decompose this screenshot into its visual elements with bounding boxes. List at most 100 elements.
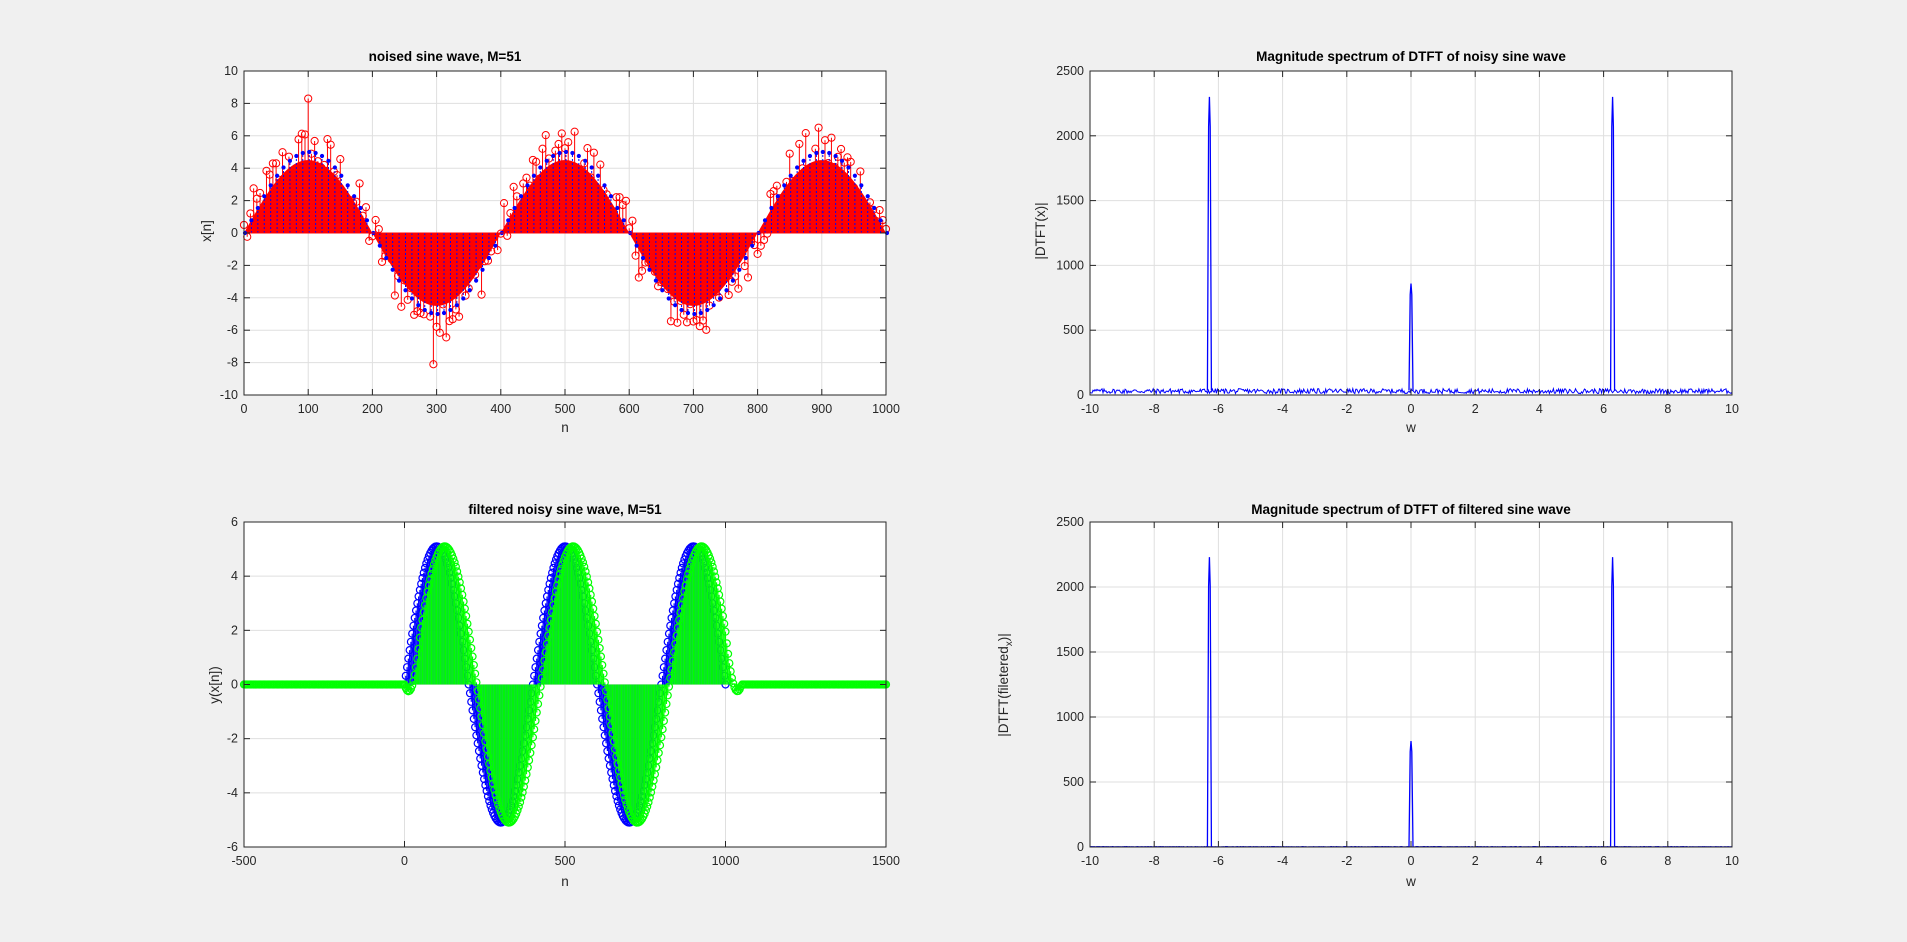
stem-marker bbox=[509, 182, 518, 192]
x-tick-label: 0 bbox=[401, 854, 408, 868]
stem-marker bbox=[262, 194, 267, 199]
stem-marker bbox=[429, 360, 438, 369]
stem-marker bbox=[249, 218, 254, 223]
stem-marker bbox=[595, 643, 604, 653]
stem-marker bbox=[702, 325, 711, 334]
stem-marker bbox=[720, 619, 729, 628]
x-tick-label: 0 bbox=[1408, 402, 1415, 416]
y-tick-label: 1000 bbox=[1056, 258, 1084, 272]
stem-marker bbox=[775, 194, 780, 199]
stem-marker bbox=[833, 153, 838, 159]
stem-marker bbox=[493, 246, 502, 255]
stem-marker bbox=[297, 129, 306, 138]
y-tick-label: 2 bbox=[231, 623, 238, 637]
x-tick-label: 300 bbox=[426, 402, 447, 416]
x-tick-label: 2 bbox=[1472, 402, 1479, 416]
stem-marker bbox=[662, 699, 671, 709]
stem-marker bbox=[435, 328, 444, 337]
x-axis-label: n bbox=[561, 420, 569, 435]
stem-marker bbox=[801, 129, 810, 138]
axes-title: Magnitude spectrum of DTFT of filtered s… bbox=[1251, 502, 1571, 517]
stem-marker bbox=[865, 194, 870, 199]
stem-marker bbox=[409, 296, 415, 301]
y-axis-label: |DTFT(fileteredx)| bbox=[996, 633, 1015, 737]
stem-marker bbox=[429, 310, 434, 316]
stem-marker bbox=[785, 149, 794, 158]
x-tick-label: 4 bbox=[1536, 854, 1543, 868]
stem-marker bbox=[589, 604, 598, 613]
stem-marker bbox=[268, 183, 273, 188]
x-tick-label: 1000 bbox=[712, 854, 740, 868]
stem-marker bbox=[503, 231, 512, 240]
stem-marker bbox=[544, 154, 554, 163]
stem-marker bbox=[621, 218, 626, 223]
y-tick-label: 2500 bbox=[1056, 64, 1084, 78]
x-tick-label: -10 bbox=[1081, 402, 1099, 416]
stem-marker bbox=[737, 267, 742, 272]
stem-marker bbox=[734, 284, 743, 293]
stem-marker bbox=[795, 139, 804, 149]
stem-marker bbox=[455, 578, 464, 587]
stem-marker bbox=[724, 288, 729, 293]
stem-marker bbox=[480, 257, 489, 266]
stem-marker bbox=[531, 716, 540, 726]
y-tick-label: 500 bbox=[1063, 775, 1084, 789]
stem-marker bbox=[657, 733, 666, 742]
stem-marker bbox=[275, 173, 280, 178]
stem-marker bbox=[655, 741, 665, 750]
stem-marker bbox=[397, 302, 406, 311]
stem-marker bbox=[326, 140, 335, 149]
axes-noised-sine[interactable]: noised sine wave, M=51 n x[n] 0 100 200 300… bbox=[199, 49, 900, 435]
y-tick-label: 6 bbox=[231, 515, 238, 529]
axes-dtft-noisy[interactable]: Magnitude spectrum of DTFT of noisy sine… bbox=[1033, 49, 1739, 435]
stem-marker bbox=[307, 149, 312, 155]
y-tick-label: -6 bbox=[227, 323, 238, 337]
x-tick-label: 100 bbox=[298, 402, 319, 416]
stem-marker bbox=[461, 291, 470, 300]
stem-marker bbox=[820, 149, 825, 155]
stem-marker bbox=[795, 165, 800, 170]
stem-marker bbox=[371, 215, 380, 225]
stem-marker bbox=[339, 173, 344, 178]
stem-marker bbox=[467, 288, 472, 293]
stem-marker bbox=[734, 686, 743, 696]
stem-marker bbox=[596, 652, 606, 661]
stem-marker bbox=[722, 639, 731, 648]
axes-title: Magnitude spectrum of DTFT of noisy sine… bbox=[1256, 49, 1566, 64]
stem-marker bbox=[705, 554, 715, 563]
stem-marker bbox=[272, 159, 281, 168]
stem-marker bbox=[801, 158, 806, 163]
stem-marker bbox=[641, 806, 650, 815]
stem-marker bbox=[508, 816, 517, 825]
stem-marker bbox=[530, 725, 539, 734]
y-tick-label: 2500 bbox=[1056, 515, 1084, 529]
stem-marker bbox=[872, 205, 877, 211]
stem-marker bbox=[661, 708, 670, 717]
y-axis-label: |DTFT(x)| bbox=[1033, 202, 1048, 259]
axes-dtft-filtered[interactable]: Magnitude spectrum of DTFT of filtered s… bbox=[996, 502, 1739, 889]
stem-marker bbox=[788, 176, 798, 186]
y-tick-label: 0 bbox=[1077, 840, 1084, 854]
stem-marker bbox=[300, 150, 305, 156]
stem-marker bbox=[711, 303, 716, 308]
stem-marker bbox=[685, 310, 691, 316]
y-label-end: )| bbox=[996, 633, 1011, 641]
stem-marker bbox=[621, 196, 631, 205]
stem-marker bbox=[355, 179, 364, 188]
axes-filtered-sine[interactable]: filtered noisy sine wave, M=51 n y(x[n])… bbox=[207, 502, 900, 889]
stem-marker bbox=[304, 94, 313, 103]
y-tick-label: 1000 bbox=[1056, 710, 1084, 724]
stem-marker bbox=[772, 181, 781, 190]
spectrum-peak bbox=[1408, 741, 1414, 847]
stem-marker bbox=[584, 578, 593, 587]
x-tick-label: 2 bbox=[1472, 854, 1479, 868]
stem-marker bbox=[474, 278, 479, 283]
stem-marker bbox=[712, 578, 721, 587]
stem-marker bbox=[583, 158, 588, 163]
stem-marker bbox=[442, 333, 451, 342]
stem-marker bbox=[471, 669, 480, 678]
stem-marker bbox=[660, 288, 665, 293]
stem-marker bbox=[645, 793, 654, 802]
spectrum-peak bbox=[1408, 283, 1414, 391]
stem-marker bbox=[743, 273, 753, 282]
